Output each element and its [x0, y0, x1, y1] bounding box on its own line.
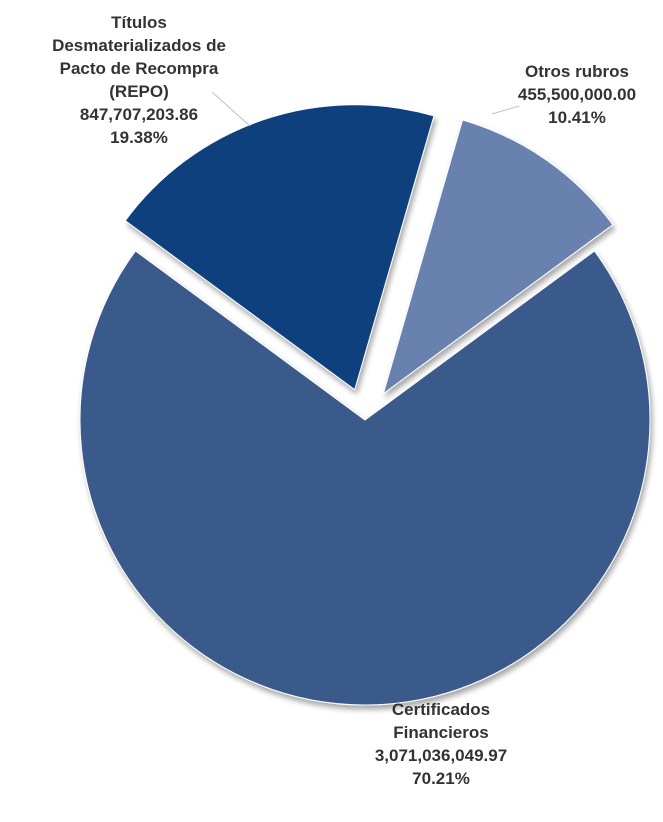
- slice-certificados-financieros: [79, 250, 651, 706]
- label-value: 3,071,036,049.97: [375, 746, 507, 765]
- label-percent: 10.41%: [548, 108, 606, 127]
- label-otros-rubros: Otros rubros 455,500,000.00 10.41%: [518, 62, 636, 127]
- label-category: Desmaterializados de: [52, 36, 226, 55]
- leader-lines: [211, 91, 520, 127]
- label-category: Otros rubros: [525, 62, 629, 81]
- label-value: 455,500,000.00: [518, 85, 636, 104]
- pie-slices: [79, 104, 651, 706]
- label-certificados-financieros: Certificados Financieros 3,071,036,049.97 7…: [375, 700, 507, 788]
- label-titulos-repo: Títulos Desmaterializados de Pacto de Reco…: [52, 13, 226, 147]
- slice-titulos-repo: [124, 104, 435, 391]
- label-value: 847,707,203.86: [80, 105, 198, 124]
- label-category: Pacto de Recompra: [60, 59, 219, 78]
- label-category: (REPO): [109, 82, 169, 101]
- label-percent: 19.38%: [110, 128, 168, 147]
- leader-line: [491, 105, 520, 115]
- label-category: Títulos: [111, 13, 167, 32]
- data-labels: Certificados Financieros 3,071,036,049.97 7…: [52, 13, 636, 788]
- label-category: Certificados: [392, 700, 490, 719]
- leader-line: [211, 91, 251, 127]
- slice-otros-rubros: [382, 119, 614, 396]
- label-percent: 70.21%: [412, 769, 470, 788]
- label-category: Financieros: [393, 723, 488, 742]
